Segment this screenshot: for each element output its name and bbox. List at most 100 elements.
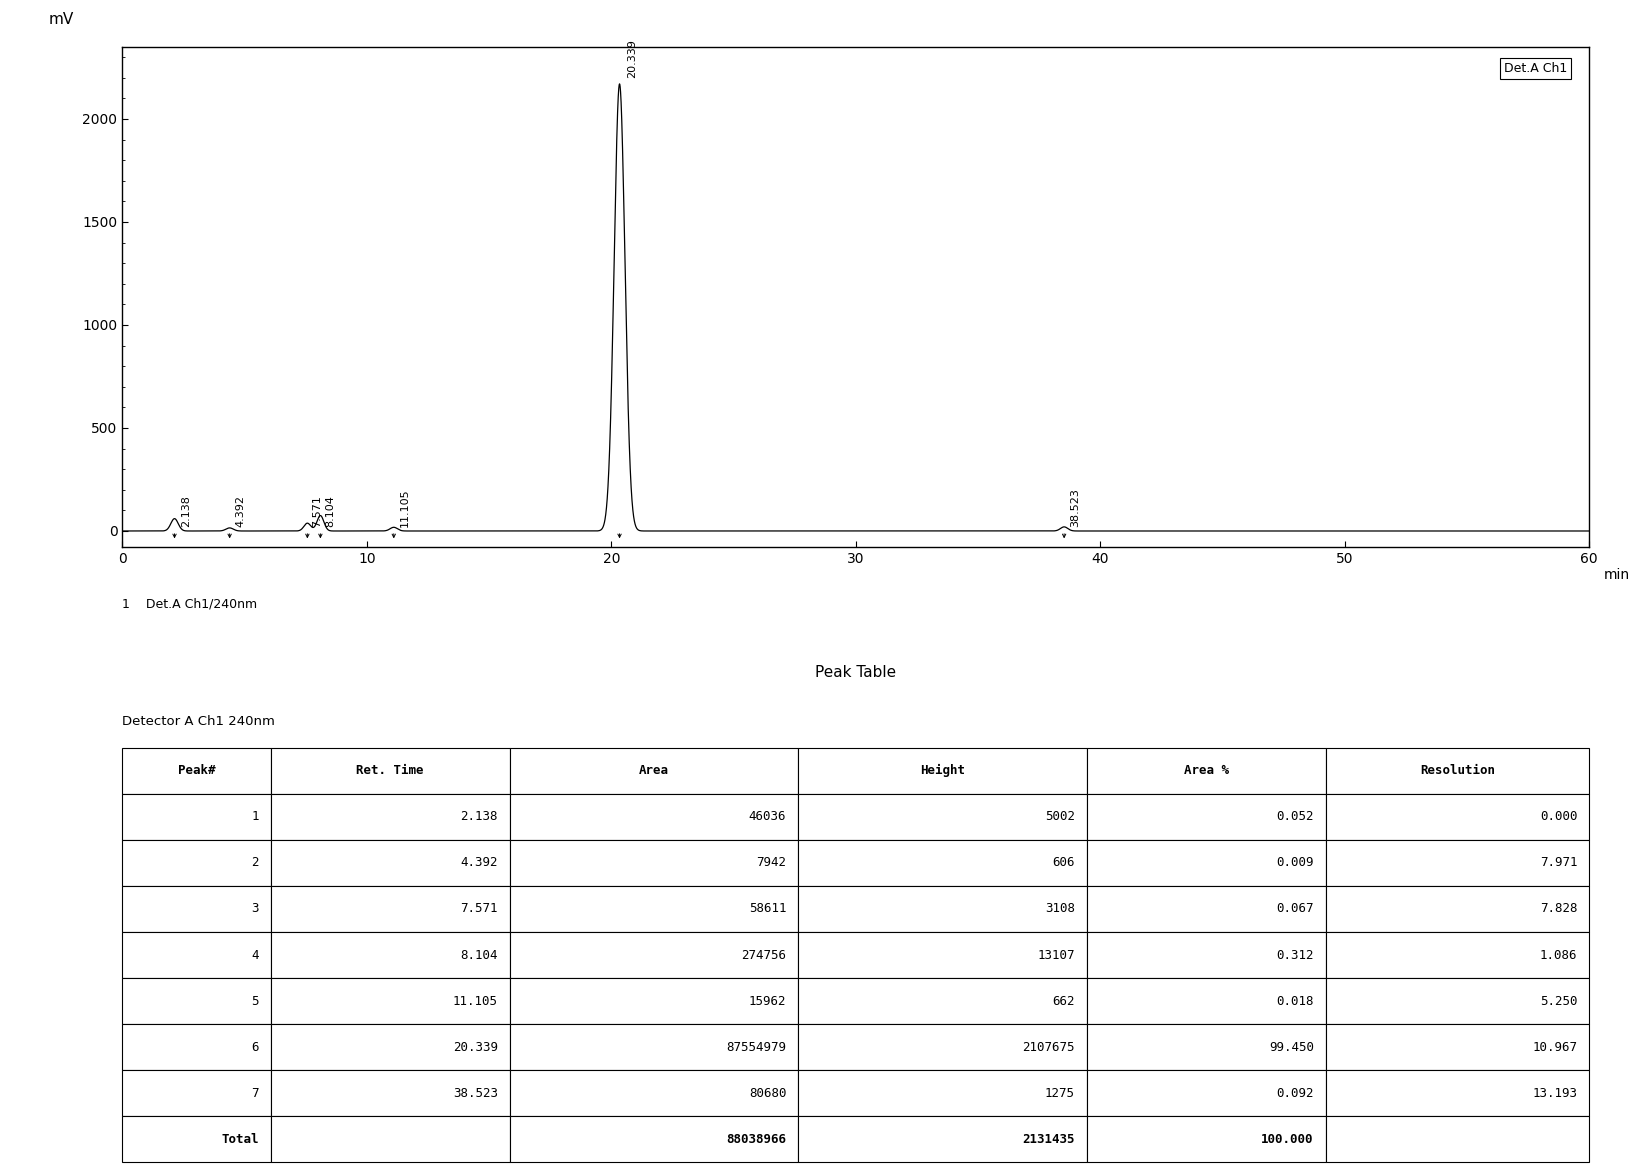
Bar bbox=[122, 748, 271, 793]
Text: 6: 6 bbox=[251, 1040, 259, 1054]
Text: 662: 662 bbox=[1053, 994, 1074, 1007]
Bar bbox=[510, 840, 799, 886]
Bar bbox=[510, 932, 799, 978]
Bar bbox=[799, 886, 1087, 932]
Bar bbox=[122, 886, 271, 932]
Text: Resolution: Resolution bbox=[1420, 764, 1495, 777]
Text: 10.967: 10.967 bbox=[1532, 1040, 1578, 1054]
Bar bbox=[799, 978, 1087, 1024]
Bar bbox=[1325, 1116, 1589, 1162]
Text: 0.000: 0.000 bbox=[1540, 811, 1578, 824]
Bar bbox=[510, 793, 799, 840]
Text: 100.000: 100.000 bbox=[1262, 1133, 1314, 1145]
Bar bbox=[122, 932, 271, 978]
Bar bbox=[799, 793, 1087, 840]
Bar bbox=[1087, 748, 1325, 793]
Text: 7.571: 7.571 bbox=[311, 495, 321, 528]
Text: 46036: 46036 bbox=[748, 811, 786, 824]
Bar bbox=[271, 978, 510, 1024]
Bar bbox=[1087, 978, 1325, 1024]
Bar bbox=[1325, 840, 1589, 886]
Text: 0.312: 0.312 bbox=[1276, 949, 1314, 962]
Text: 3: 3 bbox=[251, 902, 259, 915]
Bar bbox=[1325, 748, 1589, 793]
Bar bbox=[799, 840, 1087, 886]
Text: 2107675: 2107675 bbox=[1022, 1040, 1074, 1054]
Text: 1275: 1275 bbox=[1045, 1087, 1074, 1100]
Text: 0.009: 0.009 bbox=[1276, 856, 1314, 869]
Text: 5: 5 bbox=[251, 994, 259, 1007]
Text: 1    Det.A Ch1/240nm: 1 Det.A Ch1/240nm bbox=[122, 598, 258, 611]
Text: 20.339: 20.339 bbox=[628, 39, 637, 77]
Bar bbox=[122, 978, 271, 1024]
Text: Area: Area bbox=[639, 764, 668, 777]
Bar bbox=[271, 840, 510, 886]
Bar bbox=[271, 748, 510, 793]
Bar bbox=[271, 1071, 510, 1116]
Text: 0.067: 0.067 bbox=[1276, 902, 1314, 915]
Text: 13.193: 13.193 bbox=[1532, 1087, 1578, 1100]
Text: Detector A Ch1 240nm: Detector A Ch1 240nm bbox=[122, 715, 275, 728]
Text: 38.523: 38.523 bbox=[453, 1087, 497, 1100]
Bar bbox=[1325, 978, 1589, 1024]
Text: 20.339: 20.339 bbox=[453, 1040, 497, 1054]
Text: Ret. Time: Ret. Time bbox=[357, 764, 424, 777]
Bar bbox=[1087, 932, 1325, 978]
Text: Peak Table: Peak Table bbox=[815, 665, 897, 680]
Bar bbox=[271, 932, 510, 978]
Text: 8.104: 8.104 bbox=[460, 949, 497, 962]
Text: Det.A Ch1: Det.A Ch1 bbox=[1504, 62, 1568, 75]
Text: 15962: 15962 bbox=[748, 994, 786, 1007]
Bar bbox=[1087, 1116, 1325, 1162]
Bar bbox=[510, 748, 799, 793]
Bar bbox=[510, 1071, 799, 1116]
Bar bbox=[1325, 932, 1589, 978]
Text: Height: Height bbox=[919, 764, 965, 777]
Text: 8.104: 8.104 bbox=[324, 495, 334, 528]
Text: 2.138: 2.138 bbox=[460, 811, 497, 824]
Text: 274756: 274756 bbox=[742, 949, 786, 962]
Bar bbox=[1087, 793, 1325, 840]
Bar bbox=[1087, 840, 1325, 886]
Text: 2.138: 2.138 bbox=[181, 495, 191, 526]
Text: 1.086: 1.086 bbox=[1540, 949, 1578, 962]
Bar bbox=[799, 1116, 1087, 1162]
Text: 7.571: 7.571 bbox=[460, 902, 497, 915]
Bar bbox=[510, 978, 799, 1024]
Bar bbox=[122, 1071, 271, 1116]
Bar bbox=[510, 1024, 799, 1071]
Text: Total: Total bbox=[222, 1133, 259, 1145]
Bar bbox=[1325, 793, 1589, 840]
Text: 87554979: 87554979 bbox=[727, 1040, 786, 1054]
Text: 13107: 13107 bbox=[1037, 949, 1074, 962]
Bar bbox=[122, 1116, 271, 1162]
Bar bbox=[122, 840, 271, 886]
Bar bbox=[799, 1024, 1087, 1071]
Bar bbox=[1325, 1071, 1589, 1116]
Text: 4: 4 bbox=[251, 949, 259, 962]
Text: 99.450: 99.450 bbox=[1268, 1040, 1314, 1054]
Bar bbox=[510, 1116, 799, 1162]
Text: 58611: 58611 bbox=[748, 902, 786, 915]
Bar bbox=[1325, 1024, 1589, 1071]
Bar bbox=[1087, 1024, 1325, 1071]
Text: 0.092: 0.092 bbox=[1276, 1087, 1314, 1100]
Text: 1: 1 bbox=[251, 811, 259, 824]
Bar bbox=[271, 1024, 510, 1071]
Text: 11.105: 11.105 bbox=[399, 488, 409, 526]
Bar bbox=[122, 1024, 271, 1071]
Bar bbox=[799, 748, 1087, 793]
Text: 0.052: 0.052 bbox=[1276, 811, 1314, 824]
Text: 38.523: 38.523 bbox=[1071, 488, 1081, 528]
Text: 4.392: 4.392 bbox=[236, 495, 246, 526]
Bar bbox=[1325, 886, 1589, 932]
Text: 3108: 3108 bbox=[1045, 902, 1074, 915]
Text: 7.971: 7.971 bbox=[1540, 856, 1578, 869]
Text: mV: mV bbox=[49, 12, 73, 27]
Text: 5.250: 5.250 bbox=[1540, 994, 1578, 1007]
Bar bbox=[1087, 886, 1325, 932]
Text: Peak#: Peak# bbox=[178, 764, 215, 777]
Text: 606: 606 bbox=[1053, 856, 1074, 869]
Bar bbox=[799, 932, 1087, 978]
Text: 2: 2 bbox=[251, 856, 259, 869]
